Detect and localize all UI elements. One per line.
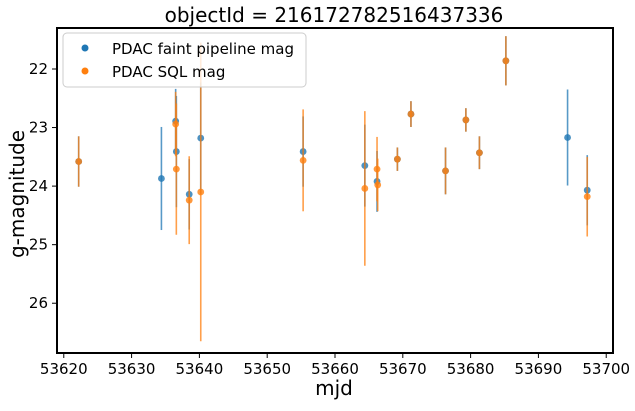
x-axis: 53620 53630 53640 53650 53660 53670 53680 53690… <box>40 353 630 378</box>
legend: PDAC faint pipeline mag PDAC SQL mag <box>62 32 307 88</box>
y-axis: 22 23 24 25 26 <box>29 60 57 312</box>
y-tick-label: 26 <box>29 294 48 312</box>
y-tick-label: 25 <box>29 236 48 254</box>
data-point <box>502 57 510 65</box>
data-point <box>197 188 205 196</box>
legend-marker-faint-pipeline <box>81 44 89 52</box>
x-tick-label: 53620 <box>40 360 88 378</box>
x-tick-label: 53680 <box>447 360 495 378</box>
y-tick-label: 23 <box>29 119 48 137</box>
y-tick-label: 22 <box>29 60 48 78</box>
series-sql <box>75 36 591 342</box>
data-point <box>299 156 307 164</box>
legend-frame <box>62 32 307 88</box>
chart-title: objectId = 216172782516437336 <box>165 3 504 27</box>
x-tick-label: 53650 <box>243 360 291 378</box>
data-point <box>476 149 483 157</box>
x-tick-label: 53660 <box>311 360 359 378</box>
data-point <box>75 158 83 165</box>
data-point <box>583 193 591 201</box>
x-tick-label: 53670 <box>379 360 427 378</box>
y-tick-label: 24 <box>29 177 48 195</box>
data-point <box>374 181 382 189</box>
data-point <box>185 196 193 204</box>
data-point <box>564 134 571 141</box>
legend-label-faint-pipeline: PDAC faint pipeline mag <box>112 40 294 58</box>
y-axis-label: g-magnitude <box>5 130 29 258</box>
x-tick-label: 53700 <box>582 360 630 378</box>
x-tick-label: 53630 <box>108 360 156 378</box>
data-point <box>407 110 415 118</box>
data-point <box>361 185 369 192</box>
data-point <box>462 116 470 124</box>
data-point <box>393 155 401 163</box>
data-point <box>172 165 180 173</box>
x-axis-label: mjd <box>315 376 353 400</box>
data-point <box>158 175 165 182</box>
legend-marker-sql <box>81 67 89 75</box>
data-point <box>442 167 449 175</box>
legend-label-sql: PDAC SQL mag <box>112 63 225 81</box>
plot-area <box>75 36 591 342</box>
x-tick-label: 53640 <box>176 360 224 378</box>
x-tick-label: 53690 <box>515 360 563 378</box>
